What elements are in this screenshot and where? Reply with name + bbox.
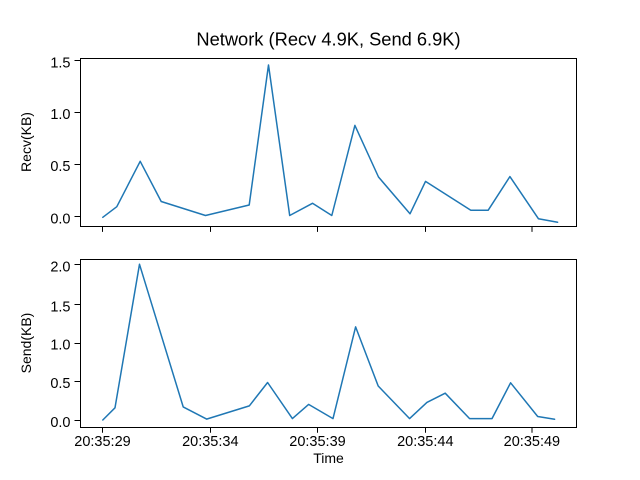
svg-text:Send(KB): Send(KB) <box>18 313 34 374</box>
svg-text:2.0: 2.0 <box>50 260 70 276</box>
svg-text:Time: Time <box>313 450 344 466</box>
svg-text:1.0: 1.0 <box>50 107 70 123</box>
svg-text:0.5: 0.5 <box>50 159 70 175</box>
svg-text:1.5: 1.5 <box>50 299 70 315</box>
svg-text:20:35:44: 20:35:44 <box>397 434 453 450</box>
svg-text:20:35:49: 20:35:49 <box>504 434 560 450</box>
svg-text:Network (Recv 4.9K, Send 6.9K): Network (Recv 4.9K, Send 6.9K) <box>196 29 460 50</box>
svg-text:1.0: 1.0 <box>50 337 70 353</box>
svg-text:Recv(KB): Recv(KB) <box>18 112 34 172</box>
svg-text:0.5: 0.5 <box>50 376 70 392</box>
svg-text:0.0: 0.0 <box>50 415 70 431</box>
svg-text:1.5: 1.5 <box>50 56 70 72</box>
svg-text:0.0: 0.0 <box>50 212 70 228</box>
svg-text:20:35:39: 20:35:39 <box>289 434 345 450</box>
svg-text:20:35:34: 20:35:34 <box>182 434 238 450</box>
svg-text:20:35:29: 20:35:29 <box>74 434 130 450</box>
